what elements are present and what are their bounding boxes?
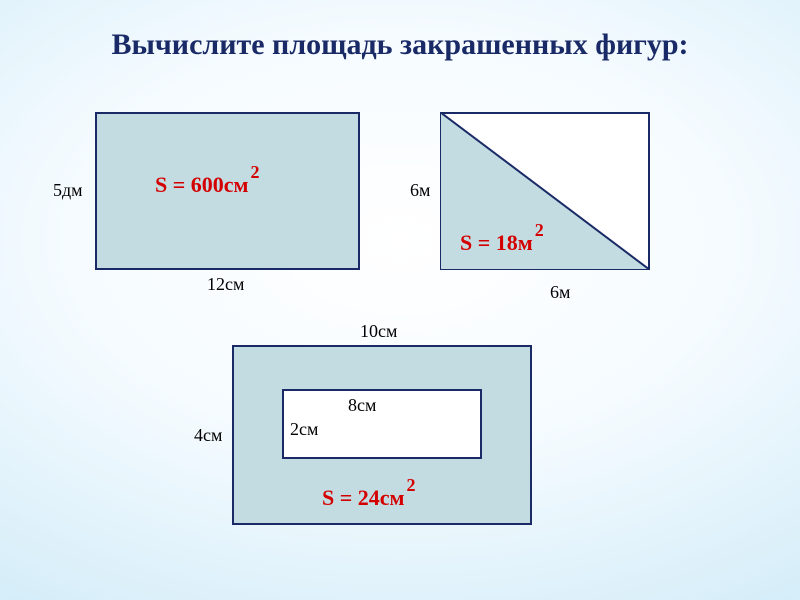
fig3-left-label: 4см	[194, 425, 222, 446]
fig3-inner-left-label: 2см	[290, 419, 318, 440]
page-title: Вычислите площадь закрашенных фигур:	[0, 28, 800, 62]
fig2-left-label: 6м	[410, 180, 430, 201]
figure-triangle: 6м 6м S = 18м2	[440, 112, 650, 270]
fig3-answer-base: S = 24см	[322, 485, 405, 510]
fig1-answer-exp: 2	[251, 162, 260, 182]
fig2-answer-exp: 2	[535, 220, 544, 240]
figure-frame: 4см 10см 8см 2см S = 24см2	[232, 345, 532, 525]
slide-content: Вычислите площадь закрашенных фигур: 5дм…	[0, 0, 800, 600]
fig3-answer: S = 24см2	[322, 485, 416, 511]
fig2-bottom-label: 6м	[550, 282, 570, 303]
fig3-top-label: 10см	[360, 321, 397, 342]
figure-rectangle: 5дм 12см S = 600см2	[95, 112, 360, 270]
fig3-inner-top-label: 8см	[348, 395, 376, 416]
fig1-bottom-label: 12см	[207, 274, 244, 295]
fig1-answer-base: S = 600см	[155, 172, 249, 197]
fig2-answer: S = 18м2	[460, 230, 544, 256]
fig2-answer-base: S = 18м	[460, 230, 533, 255]
fig1-left-label: 5дм	[53, 180, 83, 201]
fig1-answer: S = 600см2	[155, 172, 260, 198]
fig3-answer-exp: 2	[407, 475, 416, 495]
